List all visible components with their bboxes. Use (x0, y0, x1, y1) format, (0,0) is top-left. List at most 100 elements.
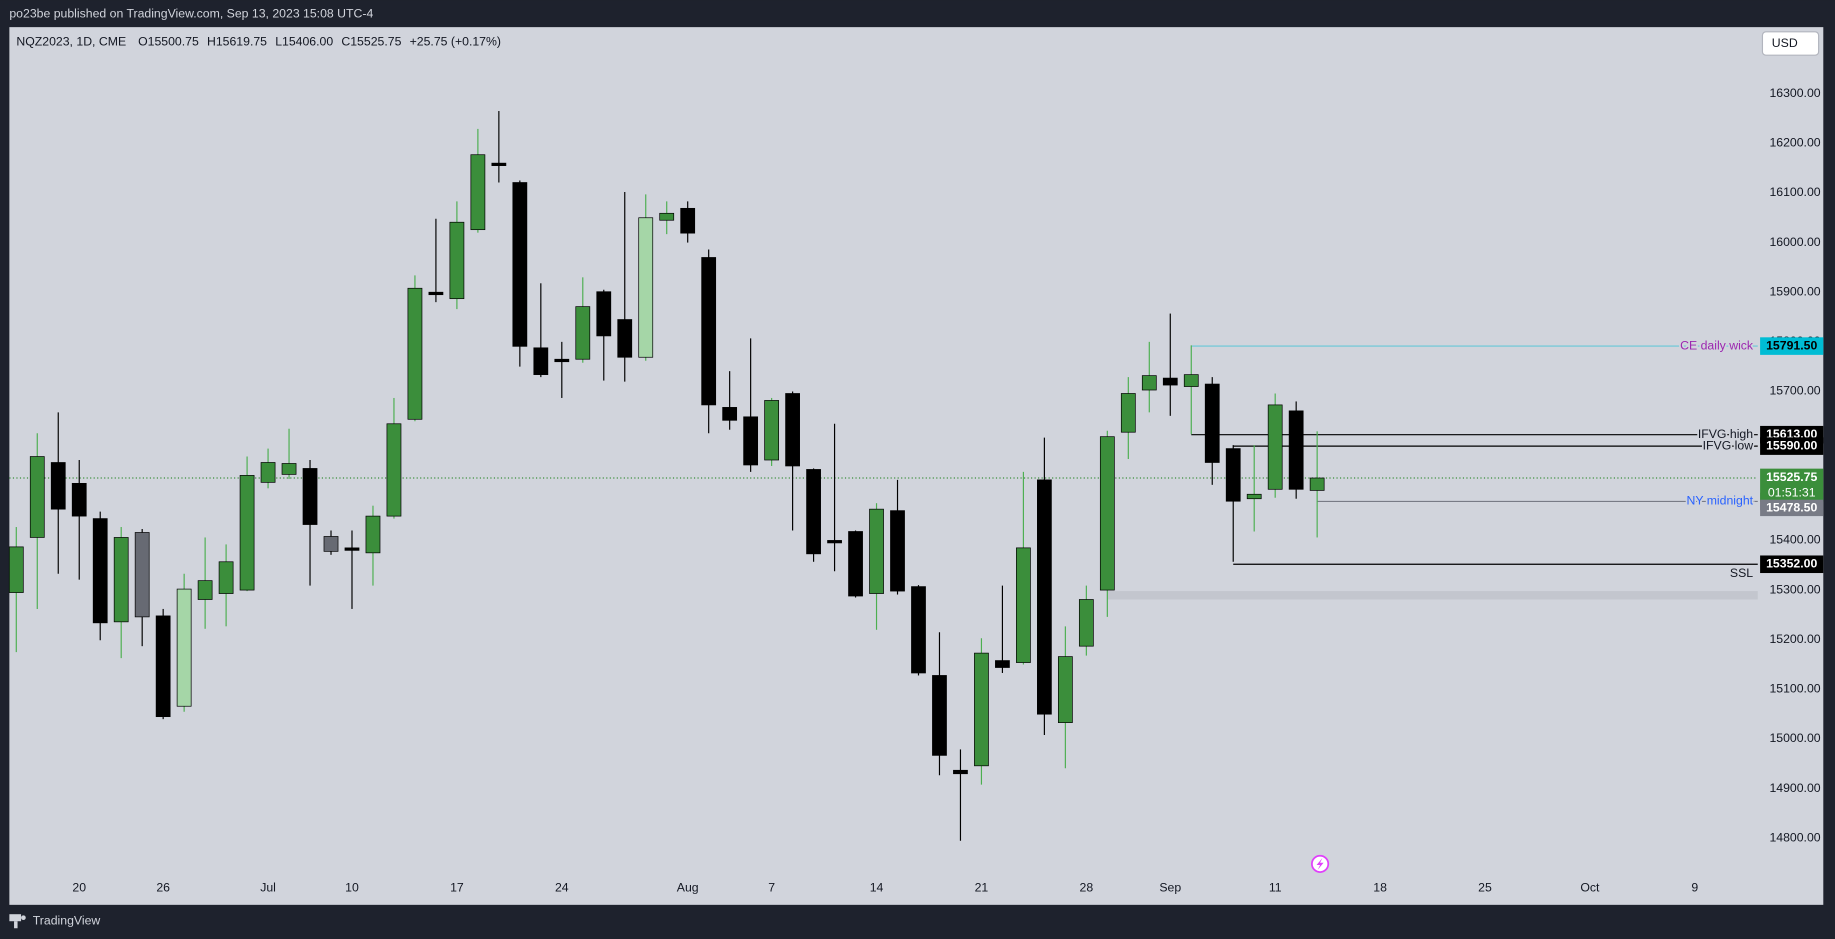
level-box (1760, 437, 1824, 455)
candle-body (869, 508, 884, 594)
candle-body (260, 462, 276, 483)
candle-body (113, 537, 129, 623)
x-tick-label: 26 (156, 881, 170, 895)
y-tick-label: 14900.00 (1769, 781, 1820, 795)
candle-body (470, 154, 486, 231)
level-name: IFVG low (1703, 438, 1754, 452)
last-price-label: 15525.75 (1766, 470, 1817, 484)
y-tick-label: 15100.00 (1769, 682, 1820, 696)
candle-body (848, 531, 863, 597)
candle-body (1120, 393, 1136, 433)
level-name: SSL (1730, 566, 1753, 580)
y-tick-label: 16000.00 (1769, 235, 1820, 249)
candle-body (1037, 479, 1052, 715)
x-tick-label: 18 (1373, 881, 1387, 895)
y-tick-label: 16100.00 (1769, 185, 1820, 199)
candle-body (449, 221, 465, 300)
candle-body (827, 540, 842, 544)
last-price-box (1760, 468, 1824, 502)
level-name: CE daily wick (1680, 338, 1754, 352)
candle-body (1057, 656, 1073, 723)
x-tick-label: Oct (1580, 881, 1600, 895)
x-tick-label: 14 (870, 881, 884, 895)
y-tick-label: 14800.00 (1769, 831, 1820, 845)
candle-body (953, 769, 968, 775)
x-tick-label: 11 (1269, 881, 1282, 895)
candle-body (1267, 404, 1283, 490)
level-box (1760, 337, 1824, 355)
candle-body (281, 463, 297, 475)
candle-body (890, 510, 905, 592)
y-tick-label: 16200.00 (1769, 136, 1820, 150)
candle-body (512, 182, 528, 347)
candle-body (155, 615, 171, 718)
y-tick-label: 15900.00 (1769, 284, 1820, 298)
y-tick-label: 15200.00 (1769, 632, 1820, 646)
y-tick-label: 15000.00 (1769, 731, 1820, 745)
level-box (1760, 499, 1824, 517)
candle-body (176, 588, 192, 707)
candle-body (995, 660, 1010, 668)
zone (1107, 591, 1758, 600)
candle-body (491, 162, 507, 166)
candle-body (407, 287, 423, 420)
x-tick-label: 10 (345, 881, 359, 895)
candle-body (806, 469, 821, 555)
candle-body (764, 400, 779, 461)
candle-body (596, 291, 612, 337)
y-tick-label: 15400.00 (1769, 533, 1820, 547)
candle-body (638, 217, 654, 358)
x-tick-label: 21 (975, 881, 989, 895)
level-label: 15352.00 (1766, 557, 1817, 571)
candle-body (1204, 383, 1220, 463)
currency[interactable]: USD (1772, 36, 1798, 50)
y-tick-label: 16300.00 (1769, 86, 1820, 100)
countdown: 01:51:31 (1768, 485, 1816, 499)
candle-body (743, 416, 759, 466)
candle-body (554, 358, 570, 363)
candle-body (575, 306, 591, 360)
candle-body (1099, 436, 1115, 591)
candle-body (701, 257, 717, 406)
x-tick-label: Aug (677, 881, 699, 895)
candle-body (92, 518, 108, 624)
x-tick-label: 20 (72, 881, 86, 895)
candle-body (134, 532, 150, 618)
level-name: IFVG high (1698, 427, 1753, 441)
level-label: 15791.50 (1766, 338, 1817, 352)
candle-body (1078, 599, 1094, 647)
ohlc-value: H15619.75 (207, 35, 267, 49)
candle-body (974, 652, 989, 767)
candle-body (1141, 375, 1157, 391)
level-label: 15478.50 (1766, 501, 1817, 515)
candle-body (197, 580, 213, 600)
x-tick-label: 9 (1691, 881, 1698, 895)
candle-body (533, 347, 549, 375)
x-tick-label: 17 (450, 881, 464, 895)
candle-body (785, 393, 800, 467)
level-box (1760, 555, 1824, 574)
candle-body (428, 291, 444, 296)
candle-body (1016, 547, 1031, 663)
candle-body (911, 586, 926, 674)
x-tick-label: 7 (768, 881, 775, 895)
candle-body (1183, 374, 1199, 387)
x-tick-label: 24 (555, 881, 569, 895)
candle-body (617, 319, 633, 358)
candle-body (302, 468, 318, 525)
candle-body (365, 515, 381, 554)
y-tick-label: 15300.00 (1769, 582, 1820, 596)
currency-button[interactable] (1761, 31, 1820, 56)
brand: TradingView (33, 913, 101, 927)
alert-icon (1311, 854, 1330, 873)
candle-body (1288, 410, 1304, 490)
candle-body (1162, 377, 1178, 386)
x-tick-label: Sep (1159, 881, 1181, 895)
y-tick-label: 15700.00 (1769, 384, 1820, 398)
candle-body (386, 423, 402, 517)
level-label: 15590.00 (1766, 438, 1817, 452)
candle-body (218, 561, 234, 594)
candle-body (323, 536, 339, 552)
